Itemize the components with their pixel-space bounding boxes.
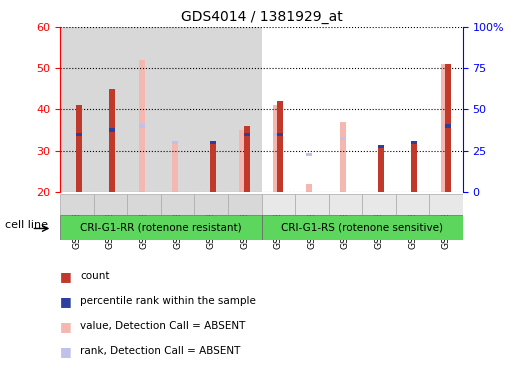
Bar	[262, 27, 463, 192]
Bar	[109, 89, 115, 192]
Bar	[161, 194, 195, 215]
Bar	[94, 194, 127, 215]
Text: CRI-G1-RS (rotenone sensitive): CRI-G1-RS (rotenone sensitive)	[281, 222, 443, 232]
Text: ■: ■	[60, 270, 72, 283]
Bar	[306, 153, 312, 157]
Bar	[172, 142, 178, 192]
Text: rank, Detection Call = ABSENT: rank, Detection Call = ABSENT	[80, 346, 241, 356]
Text: ■: ■	[60, 320, 72, 333]
Bar	[244, 126, 249, 192]
Text: count: count	[80, 271, 109, 281]
Bar	[277, 132, 283, 136]
Bar	[228, 194, 262, 215]
Title: GDS4014 / 1381929_at: GDS4014 / 1381929_at	[180, 10, 343, 25]
Bar	[60, 194, 94, 215]
Bar	[378, 145, 384, 148]
Bar	[411, 142, 417, 192]
Bar	[273, 132, 279, 136]
Bar	[295, 194, 328, 215]
Bar	[340, 137, 346, 140]
Text: CRI-G1-RR (rotenone resistant): CRI-G1-RR (rotenone resistant)	[80, 222, 242, 232]
Bar	[60, 215, 262, 240]
Bar	[429, 194, 463, 215]
Bar	[244, 132, 249, 136]
Bar	[411, 141, 417, 144]
Text: percentile rank within the sample: percentile rank within the sample	[80, 296, 256, 306]
Bar	[262, 215, 463, 240]
Bar	[240, 130, 245, 192]
Bar	[172, 141, 178, 144]
Bar	[262, 194, 295, 215]
Bar	[273, 105, 279, 192]
Bar	[328, 194, 362, 215]
Bar	[109, 128, 115, 132]
Bar	[60, 27, 262, 192]
Bar	[210, 142, 216, 192]
Bar	[195, 194, 228, 215]
Bar	[139, 60, 145, 192]
Bar	[340, 122, 346, 192]
Bar	[306, 184, 312, 192]
Bar	[277, 101, 283, 192]
Bar	[445, 124, 451, 127]
Bar	[210, 141, 216, 144]
Bar	[362, 194, 396, 215]
Text: ■: ■	[60, 295, 72, 308]
Bar	[396, 194, 429, 215]
Bar	[378, 147, 384, 192]
Bar	[441, 64, 447, 192]
Text: ■: ■	[60, 345, 72, 358]
Bar	[139, 124, 145, 127]
Bar	[127, 194, 161, 215]
Bar	[76, 105, 82, 192]
Text: value, Detection Call = ABSENT: value, Detection Call = ABSENT	[80, 321, 245, 331]
Bar	[445, 64, 451, 192]
Bar	[76, 132, 82, 136]
Text: cell line: cell line	[5, 220, 48, 230]
